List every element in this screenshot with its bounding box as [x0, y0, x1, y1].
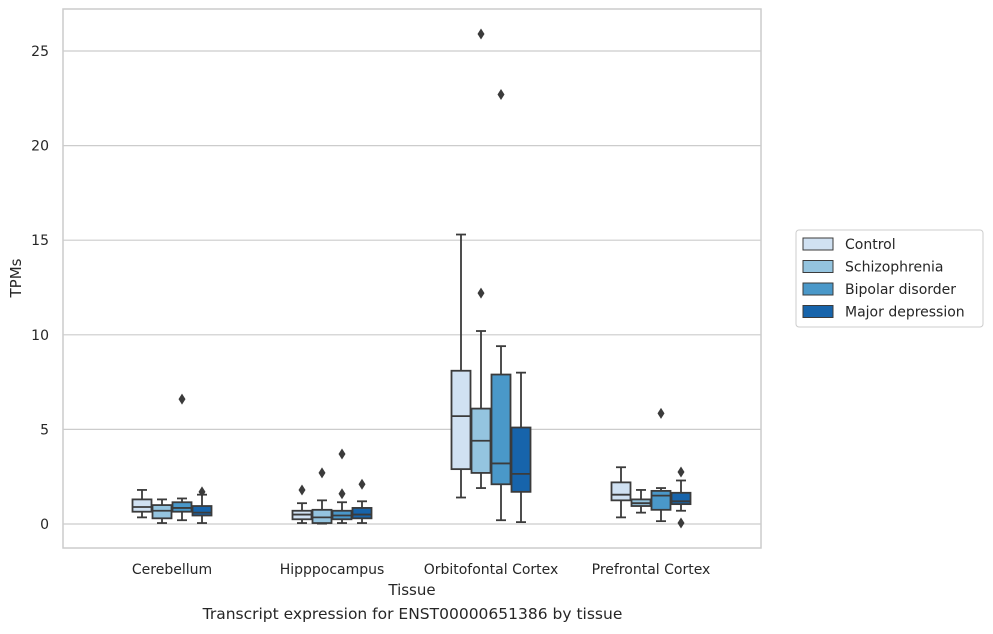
box-control: [450, 233, 472, 499]
legend-swatch: [802, 260, 834, 273]
outlier-marker: [318, 467, 326, 479]
legend-label: Schizophrenia: [845, 260, 943, 276]
box-bipolar-disorder: [331, 448, 353, 524]
x-axis-title: Tissue: [387, 581, 435, 599]
legend-swatch: [802, 237, 834, 251]
x-tick-label: Prefrontal Cortex: [592, 562, 711, 578]
y-tick-label: 25: [31, 44, 49, 60]
box-iqr: [450, 369, 472, 471]
y-tick-labels: 0 5 10 15 20 25: [31, 44, 49, 533]
figure-caption: Transcript expression for ENST0000065138…: [202, 605, 623, 623]
outlier-marker: [338, 488, 346, 500]
outlier-marker: [677, 466, 685, 478]
x-tick-labels: Cerebellum Hipppocampus Orbitofontal Corte…: [132, 562, 710, 578]
legend-label: Control: [845, 237, 896, 253]
x-tick-label: Hipppocampus: [280, 562, 385, 578]
box-schizophrenia: [630, 489, 652, 514]
box-bipolar-disorder: [490, 89, 512, 522]
box-iqr: [191, 505, 213, 517]
legend-label: Bipolar disorder: [845, 282, 956, 298]
legend-frame: [795, 229, 984, 328]
box-plot-marks: [131, 28, 692, 529]
outlier-marker: [338, 448, 346, 460]
x-tick-label: Cerebellum: [132, 562, 212, 578]
y-tick-label: 0: [40, 517, 49, 533]
legend: Control Schizophrenia Bipolar disorder Majo…: [795, 229, 984, 328]
box-control: [131, 489, 153, 519]
box-major-depression: [191, 486, 213, 524]
box-schizophrenia: [470, 28, 492, 489]
outlier-marker: [657, 407, 665, 419]
box-iqr: [311, 508, 333, 524]
outlier-marker: [298, 484, 306, 496]
box-control: [291, 484, 313, 524]
box-control: [610, 466, 632, 519]
outlier-marker: [178, 393, 186, 405]
y-tick-label: 20: [31, 139, 49, 155]
box-iqr: [670, 491, 692, 506]
plot-frame: [62, 8, 762, 549]
box-bipolar-disorder: [171, 393, 193, 522]
outlier-marker: [677, 517, 685, 529]
outlier-marker: [358, 478, 366, 490]
outlier-marker: [198, 486, 206, 498]
box-iqr: [650, 489, 672, 511]
y-tick-label: 15: [31, 233, 49, 249]
box-iqr: [490, 373, 512, 486]
box-iqr: [171, 501, 193, 513]
outlier-marker: [497, 89, 505, 101]
box-major-depression: [670, 466, 692, 529]
box-bipolar-disorder: [650, 407, 672, 523]
box-major-depression: [351, 478, 373, 524]
outlier-marker: [477, 287, 485, 299]
x-tick-label: Orbitofontal Cortex: [424, 562, 559, 578]
box-schizophrenia: [151, 498, 173, 524]
legend-swatch: [802, 282, 834, 296]
box-iqr: [610, 481, 632, 502]
outlier-marker: [477, 28, 485, 40]
box-iqr: [131, 498, 153, 513]
y-tick-label: 10: [31, 328, 49, 344]
box-iqr: [151, 504, 173, 520]
legend-swatch: [802, 305, 834, 318]
grid-lines: [63, 50, 761, 525]
legend-label: Major depression: [845, 305, 965, 321]
box-major-depression: [510, 371, 532, 524]
box-iqr: [351, 507, 373, 520]
y-axis-title: TPMs: [7, 258, 25, 298]
y-tick-label: 5: [40, 422, 49, 438]
box-schizophrenia: [311, 467, 333, 525]
box-iqr: [510, 426, 532, 493]
